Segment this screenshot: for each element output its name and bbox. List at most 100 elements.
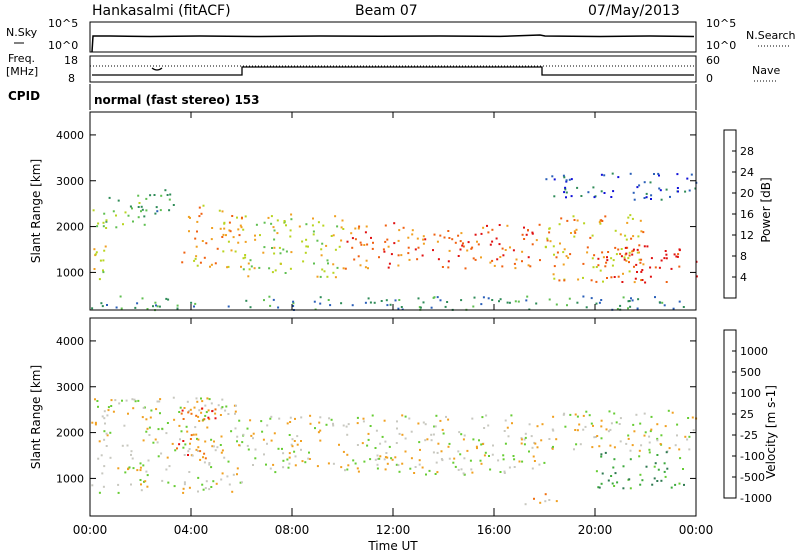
data-cell [600, 455, 603, 458]
data-cell [95, 251, 98, 254]
data-cell [117, 483, 120, 486]
data-cell [361, 442, 364, 445]
data-cell [600, 219, 603, 222]
data-cell [207, 416, 210, 419]
data-cell [357, 255, 360, 258]
data-cell [316, 239, 319, 242]
data-cell [631, 299, 634, 302]
data-cell [94, 421, 97, 424]
data-cell [506, 224, 509, 227]
data-cell [210, 466, 213, 469]
data-cell [601, 220, 604, 222]
data-cell [619, 440, 622, 443]
data-cell [486, 224, 488, 227]
data-cell [168, 209, 171, 212]
data-cell [466, 449, 469, 452]
data-cell [612, 466, 615, 469]
data-cell [91, 307, 94, 310]
data-cell [326, 259, 329, 262]
data-cell [354, 238, 357, 241]
data-cell [676, 187, 679, 189]
data-cell [414, 466, 417, 468]
nave-label: Nave [752, 64, 780, 77]
data-cell [643, 181, 646, 184]
data-cell [99, 259, 102, 262]
data-cell [332, 263, 335, 266]
data-cell [98, 278, 101, 281]
data-cell [687, 417, 690, 419]
data-cell [555, 500, 558, 503]
data-cell [289, 235, 292, 238]
data-cell [258, 266, 261, 269]
data-cell [605, 428, 608, 431]
data-cell [508, 301, 511, 304]
data-cell [227, 305, 230, 308]
data-cell [272, 463, 275, 466]
data-cell [325, 244, 328, 247]
data-cell [161, 427, 164, 430]
data-cell [352, 459, 355, 462]
data-cell [268, 295, 271, 298]
data-cell [204, 440, 207, 443]
data-cell [312, 230, 315, 233]
data-cell [218, 209, 221, 212]
data-cell [382, 248, 385, 251]
data-cell [233, 404, 236, 407]
data-cell [384, 468, 387, 471]
data-cell [692, 429, 695, 432]
data-cell [553, 178, 556, 181]
data-cell [565, 196, 567, 199]
data-cell [576, 415, 579, 418]
data-cell [483, 454, 486, 457]
freq-panel: Freq. [MHz] 18 8 60 0 Nave [6, 52, 780, 85]
data-cell [417, 422, 420, 425]
data-cell [676, 255, 679, 258]
data-cell [197, 438, 200, 441]
data-cell [434, 473, 437, 475]
data-cell [199, 458, 202, 461]
data-cell [684, 190, 687, 193]
data-cell [598, 486, 601, 489]
data-cell [197, 476, 200, 479]
data-cell [166, 194, 169, 196]
data-cell [661, 301, 664, 304]
data-cell [480, 232, 483, 235]
data-cell [499, 471, 502, 473]
data-cell [289, 229, 292, 232]
data-cell [187, 215, 190, 218]
data-cell [552, 415, 555, 418]
data-cell [672, 307, 675, 310]
colorbar-tick-label: -25 [740, 429, 758, 442]
data-cell [611, 172, 614, 175]
data-cell [563, 248, 566, 251]
data-cell [91, 484, 94, 487]
data-cell [279, 252, 282, 255]
data-cell [649, 275, 652, 278]
data-cell [612, 190, 615, 193]
data-cell [515, 258, 518, 261]
data-cell [514, 267, 517, 270]
data-cell [327, 462, 330, 465]
data-cell [535, 302, 538, 305]
data-cell [514, 300, 517, 303]
data-cell [142, 439, 145, 442]
data-cell [142, 406, 145, 409]
data-cell [404, 450, 407, 453]
nave-tick-bottom: 0 [706, 72, 713, 85]
data-cell [193, 406, 196, 409]
data-cell [147, 459, 150, 462]
data-cell [417, 297, 420, 300]
data-cell [644, 281, 647, 284]
data-cell [179, 406, 182, 409]
data-cell [98, 491, 101, 494]
data-cell [633, 198, 636, 201]
data-cell [418, 306, 421, 309]
data-cell [296, 443, 299, 446]
data-cell [115, 214, 117, 217]
data-cell [552, 445, 554, 448]
data-cell [340, 239, 343, 242]
data-cell [364, 266, 367, 269]
data-cell [502, 254, 505, 257]
data-cell [590, 297, 593, 300]
data-cell [549, 240, 552, 243]
